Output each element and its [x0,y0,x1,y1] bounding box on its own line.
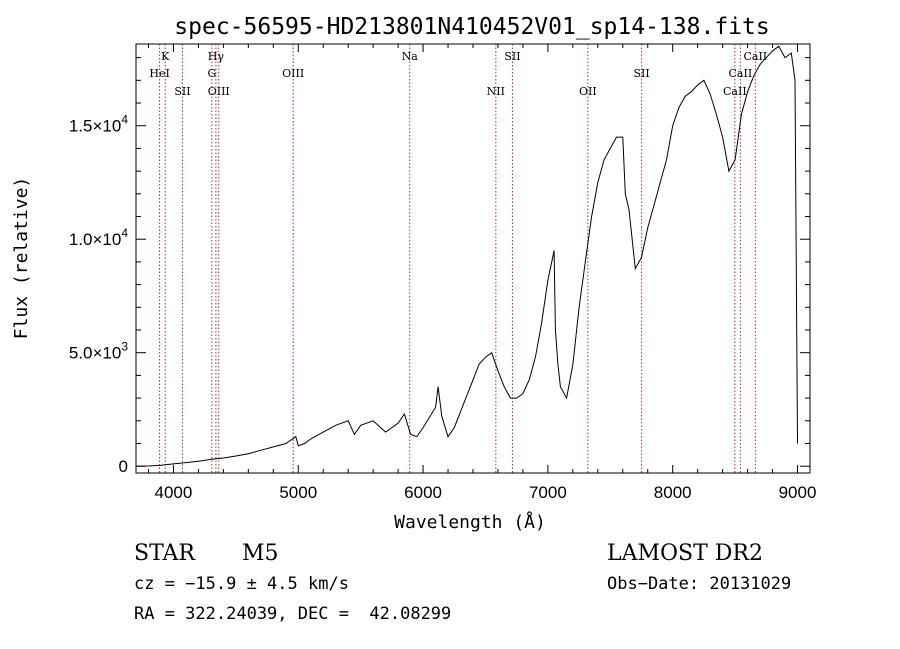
coordinates: RA = 322.24039, DEC = 42.08299 [134,604,452,624]
survey-name: LAMOST DR2 [607,541,763,566]
object-class: STAR [134,541,195,566]
line-label: OIII [282,67,304,80]
line-label: CaII [723,85,747,98]
y-tick-label: 1.5×104 [69,113,128,136]
redshift-velocity: cz = −15.9 ± 4.5 km/s [134,574,349,594]
line-label: K [161,50,170,63]
chart-title: spec-56595-HD213801N410452V01_sp14-138.f… [174,14,769,40]
x-tick-label: 8000 [654,483,692,502]
line-label: Hγ [208,50,225,63]
y-tick-label: 0 [119,457,128,476]
line-label: SII [634,67,650,80]
x-axis-label: Wavelength (Å) [394,511,546,533]
spectrum-series [135,45,798,467]
line-label: OIII [208,85,230,98]
y-axis-label: Flux (relative) [11,177,32,340]
line-label: NII [487,85,505,98]
x-tick-label: 4000 [155,483,193,502]
plot-frame [135,43,811,474]
y-tick-label: 5.0×103 [69,340,128,363]
emission-line-markers [159,44,756,473]
line-label: OII [579,85,597,98]
line-label: G [207,67,216,80]
line-label: HeI [149,67,169,80]
x-tick-label: 6000 [404,483,442,502]
line-label: Na [402,50,419,63]
emission-line-labels: K HeI SII Hγ G OIII OIII Na NII SII OII SII CaII CaII… [149,50,767,98]
x-tick-label: 7000 [529,483,567,502]
x-tick-label: 9000 [779,483,817,502]
line-label: SII [174,85,190,98]
x-tick-label: 5000 [279,483,317,502]
observation-date: Obs−Date: 20131029 [607,574,792,594]
y-axis-ticks: 0 5.0×103 1.0×104 1.5×104 [69,57,810,476]
line-label: CaII [743,50,767,63]
y-tick-label: 1.0×104 [69,226,128,249]
object-subclass: M5 [242,541,279,566]
x-axis-ticks: 4000 5000 6000 7000 8000 9000 [147,44,817,502]
line-label: SII [504,50,520,63]
line-label: CaII [729,67,753,80]
